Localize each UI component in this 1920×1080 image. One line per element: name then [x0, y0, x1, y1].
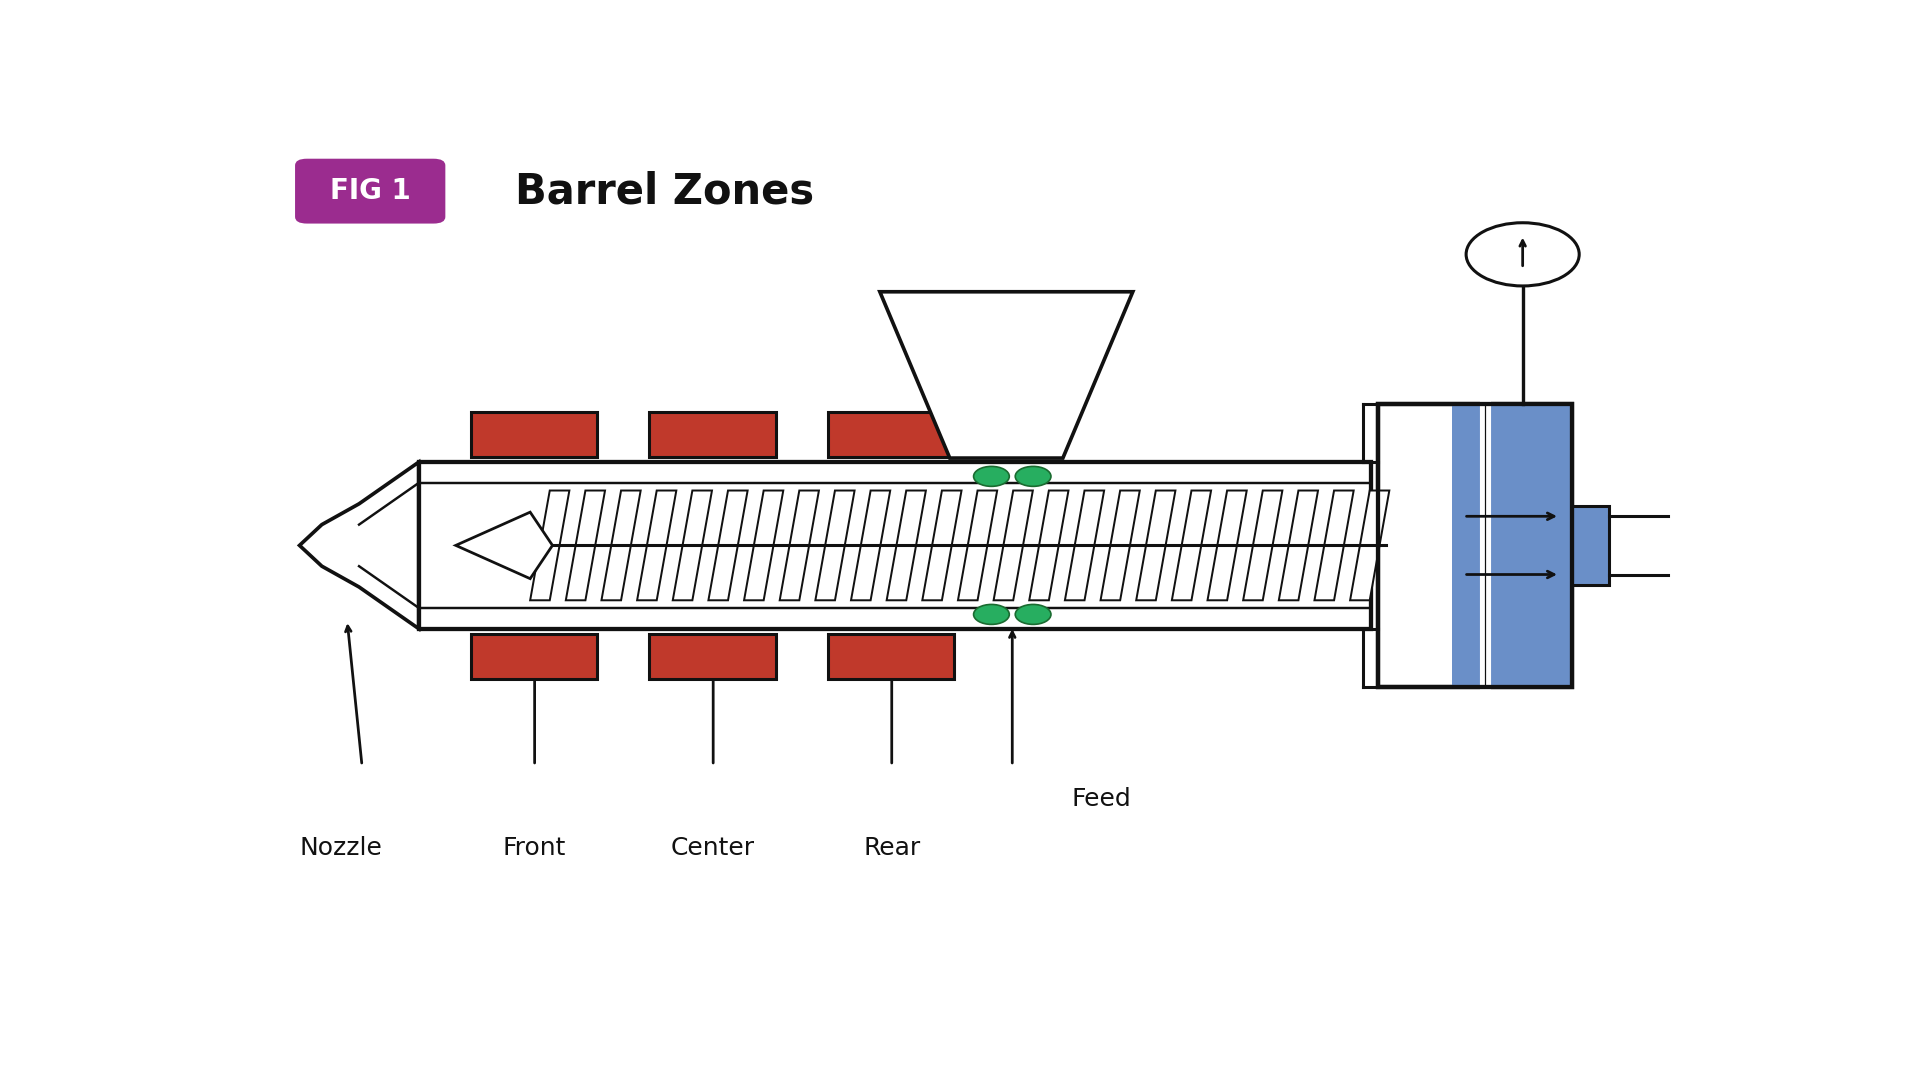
Polygon shape	[887, 490, 925, 600]
Polygon shape	[566, 490, 605, 600]
Bar	[1572, 505, 1609, 585]
Polygon shape	[1029, 490, 1068, 600]
Polygon shape	[1066, 490, 1104, 600]
Bar	[470, 411, 597, 457]
Polygon shape	[1350, 490, 1390, 600]
Polygon shape	[1100, 490, 1140, 600]
Polygon shape	[851, 490, 891, 600]
Bar	[1379, 404, 1572, 687]
Polygon shape	[780, 490, 820, 600]
Bar	[649, 634, 776, 679]
Circle shape	[1016, 467, 1050, 486]
Polygon shape	[300, 462, 419, 629]
Bar	[828, 634, 954, 679]
Polygon shape	[922, 490, 962, 600]
Text: Feed: Feed	[1071, 786, 1131, 811]
Polygon shape	[1171, 490, 1212, 600]
Circle shape	[1016, 605, 1050, 624]
Polygon shape	[879, 292, 1133, 458]
Polygon shape	[1137, 490, 1175, 600]
Circle shape	[973, 605, 1010, 624]
Text: Front: Front	[503, 836, 566, 861]
Polygon shape	[455, 512, 553, 579]
Text: Barrel Zones: Barrel Zones	[515, 171, 814, 212]
Polygon shape	[816, 490, 854, 600]
Bar	[649, 411, 776, 457]
Polygon shape	[530, 490, 570, 600]
Polygon shape	[1242, 490, 1283, 600]
Polygon shape	[672, 490, 712, 600]
Text: Center: Center	[672, 836, 755, 861]
Polygon shape	[637, 490, 676, 600]
Polygon shape	[601, 490, 641, 600]
Bar	[470, 634, 597, 679]
Bar	[1379, 404, 1572, 687]
Polygon shape	[1315, 490, 1354, 600]
Polygon shape	[995, 490, 1033, 600]
Bar	[1452, 404, 1572, 687]
Polygon shape	[1208, 490, 1246, 600]
Bar	[828, 411, 954, 457]
Polygon shape	[1279, 490, 1317, 600]
Text: Nozzle: Nozzle	[300, 836, 382, 861]
Circle shape	[1467, 222, 1578, 286]
Text: FIG 1: FIG 1	[330, 177, 411, 205]
Circle shape	[973, 467, 1010, 486]
Bar	[419, 462, 1371, 629]
FancyBboxPatch shape	[296, 159, 445, 224]
Polygon shape	[708, 490, 747, 600]
Text: Rear: Rear	[864, 836, 920, 861]
Polygon shape	[958, 490, 996, 600]
Polygon shape	[745, 490, 783, 600]
